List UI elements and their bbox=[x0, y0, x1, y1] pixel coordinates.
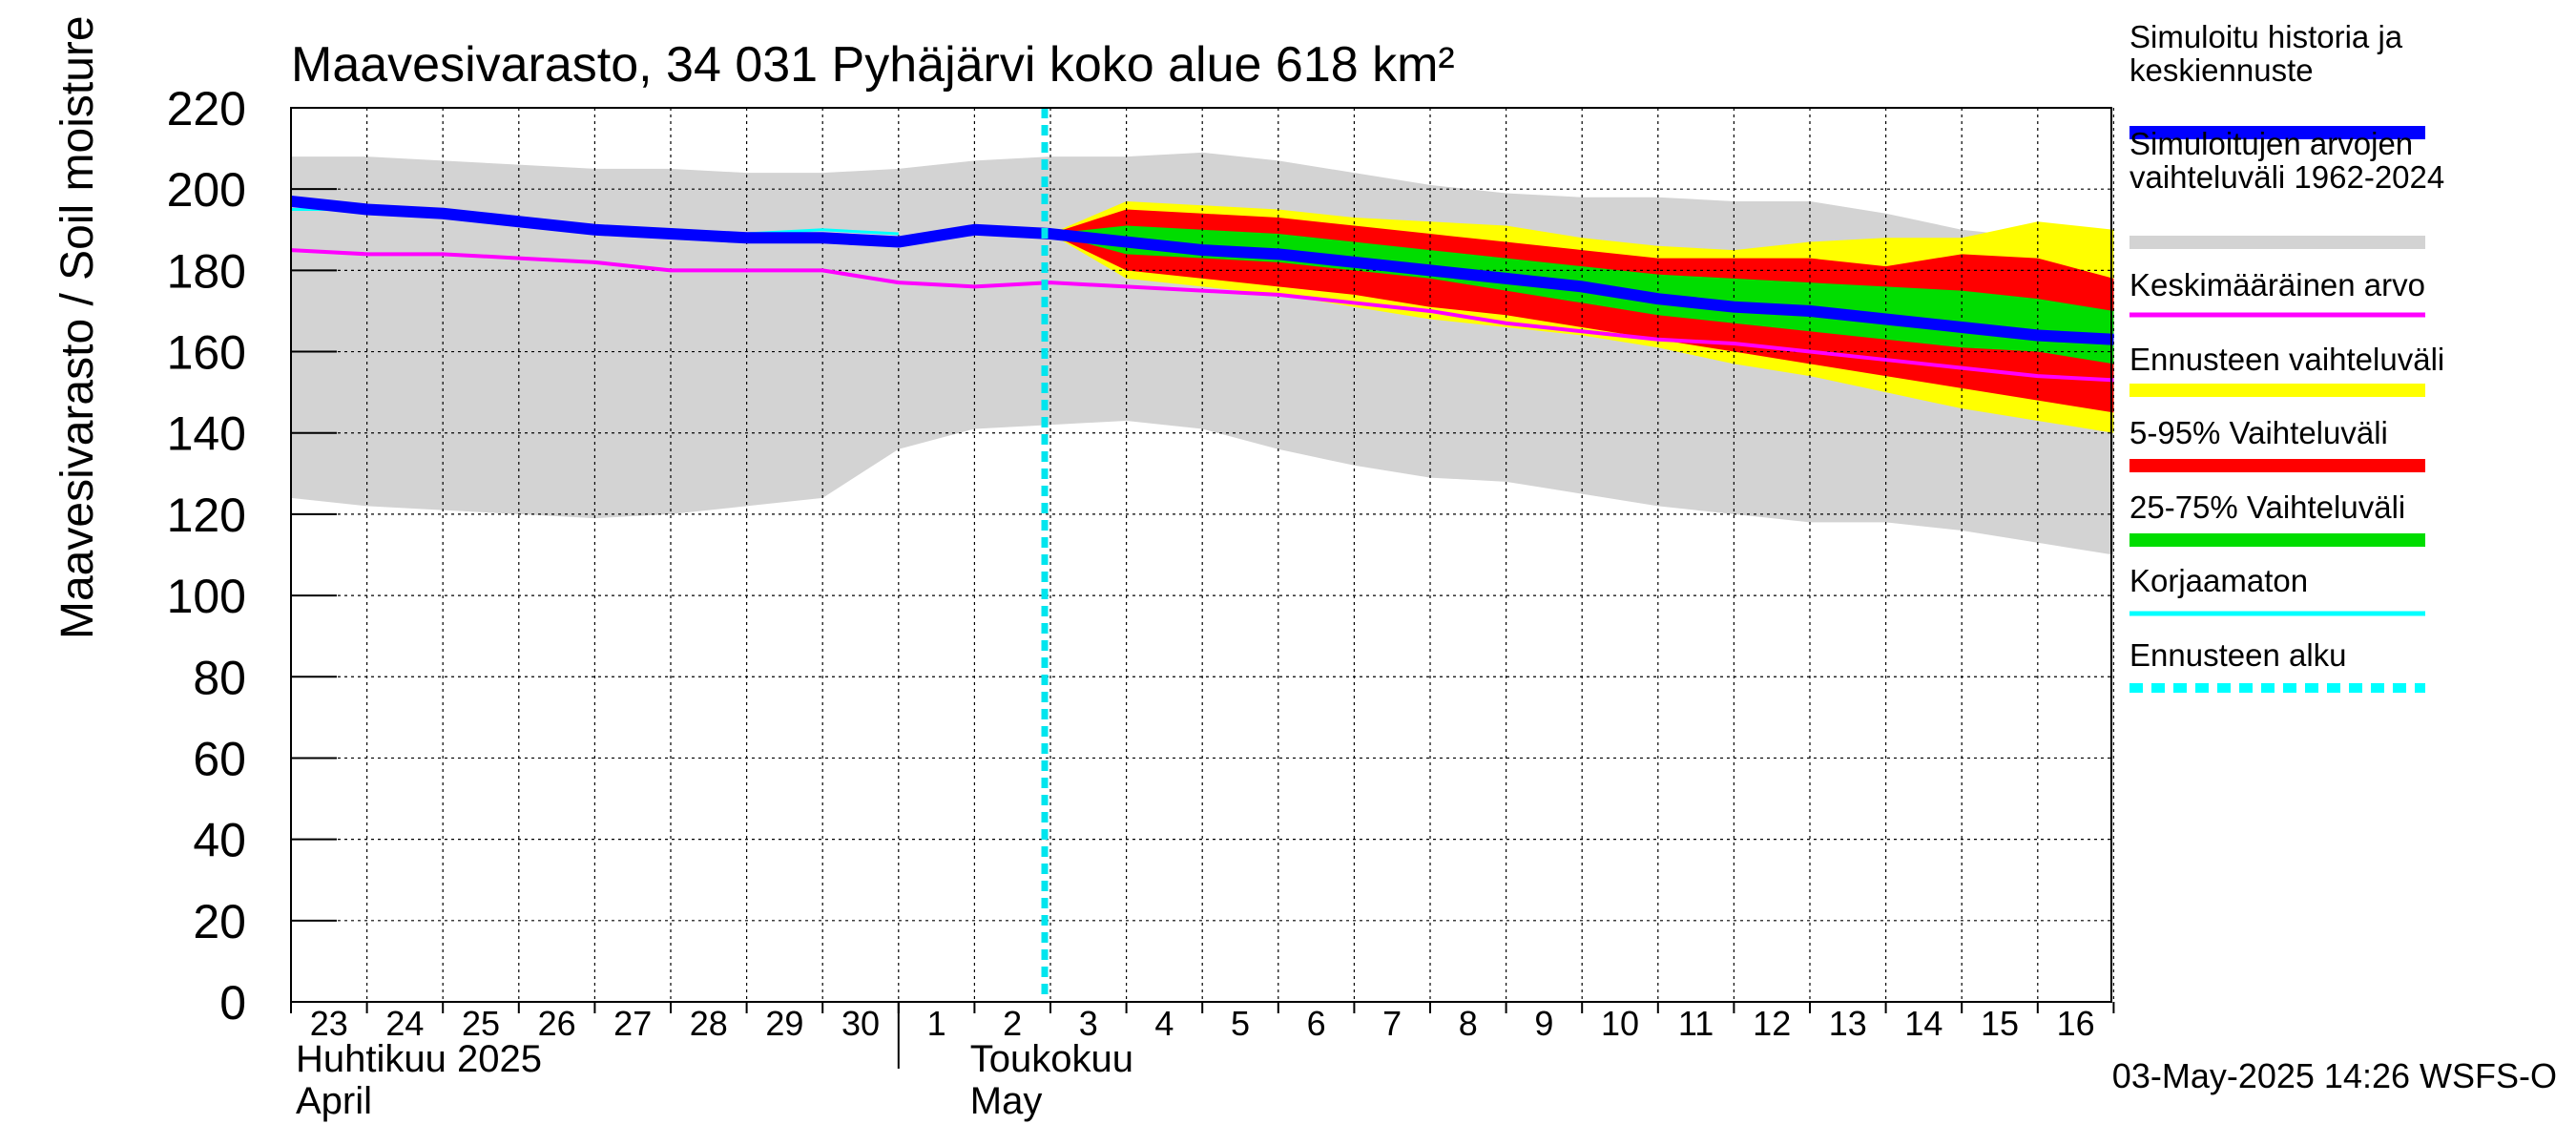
month-label-fi: Toukokuu bbox=[970, 1038, 1133, 1080]
legend-label: vaihteluväli 1962-2024 bbox=[2129, 159, 2444, 195]
y-tick-label: 0 bbox=[219, 976, 246, 1030]
y-tick-label: 100 bbox=[167, 570, 246, 623]
x-tick-label: 4 bbox=[1154, 1004, 1174, 1043]
y-tick-label: 180 bbox=[167, 244, 246, 298]
y-tick-label: 20 bbox=[193, 895, 246, 948]
legend-label: Keskimääräinen arvo bbox=[2129, 267, 2425, 302]
legend-label: Simuloitujen arvojen bbox=[2129, 126, 2413, 161]
x-tick-label: 13 bbox=[1829, 1004, 1867, 1043]
legend: Simuloitu historia jakeskiennusteSimuloi… bbox=[2129, 19, 2444, 693]
legend-label: keskiennuste bbox=[2129, 52, 2314, 88]
month-label-en: May bbox=[970, 1080, 1043, 1122]
x-tick-label: 16 bbox=[2057, 1004, 2095, 1043]
series-line-6 bbox=[290, 195, 2114, 345]
legend-label: Korjaamaton bbox=[2129, 563, 2308, 598]
legend-label: Simuloitu historia ja bbox=[2129, 19, 2403, 54]
x-tick-label: 1 bbox=[927, 1004, 946, 1043]
x-tick-label: 26 bbox=[538, 1004, 576, 1043]
legend-item: Ennusteen alku bbox=[2129, 637, 2425, 693]
series-line-4 bbox=[290, 248, 2114, 383]
legend-item: 5-95% Vaihteluväli bbox=[2129, 415, 2425, 472]
month-label-en: April bbox=[296, 1080, 372, 1122]
y-tick-label: 80 bbox=[193, 651, 246, 704]
x-tick-label: 9 bbox=[1534, 1004, 1553, 1043]
y-tick-label: 120 bbox=[167, 489, 246, 542]
legend-label: Ennusteen vaihteluväli bbox=[2129, 342, 2444, 377]
x-tick-label: 14 bbox=[1904, 1004, 1942, 1043]
legend-item: Keskimääräinen arvo bbox=[2129, 267, 2425, 318]
month-label-fi: Huhtikuu 2025 bbox=[296, 1038, 542, 1080]
x-tick-label: 28 bbox=[690, 1004, 728, 1043]
legend-item: Ennusteen vaihteluväli bbox=[2129, 342, 2444, 397]
legend-label: Ennusteen alku bbox=[2129, 637, 2347, 673]
y-tick-label: 140 bbox=[167, 407, 246, 461]
legend-item: Korjaamaton bbox=[2129, 563, 2425, 616]
x-tick-label: 27 bbox=[613, 1004, 652, 1043]
x-tick-label: 2 bbox=[1003, 1004, 1022, 1043]
y-axis-label: Maavesivarasto / Soil moisture mm bbox=[52, 0, 103, 639]
x-tick-label: 11 bbox=[1678, 1004, 1714, 1043]
x-tick-label: 6 bbox=[1307, 1004, 1326, 1043]
y-tick-label: 60 bbox=[193, 732, 246, 785]
x-tick-label: 29 bbox=[765, 1004, 803, 1043]
x-tick-label: 7 bbox=[1382, 1004, 1402, 1043]
y-tick-label: 220 bbox=[167, 82, 246, 135]
x-tick-label: 10 bbox=[1601, 1004, 1639, 1043]
x-tick-label: 5 bbox=[1231, 1004, 1250, 1043]
plot-frame bbox=[290, 107, 2112, 1003]
x-tick-label: 12 bbox=[1753, 1004, 1791, 1043]
y-tick-label: 40 bbox=[193, 814, 246, 867]
footer-timestamp: 03-May-2025 14:26 WSFS-O bbox=[2112, 1056, 2557, 1095]
y-tick-label: 200 bbox=[167, 163, 246, 217]
legend-label: 5-95% Vaihteluväli bbox=[2129, 415, 2388, 450]
chart-title: Maavesivarasto, 34 031 Pyhäjärvi koko al… bbox=[291, 37, 1455, 93]
legend-item: 25-75% Vaihteluväli bbox=[2129, 489, 2425, 547]
x-tick-label: 24 bbox=[385, 1004, 424, 1043]
y-tick-label: 160 bbox=[167, 326, 246, 380]
x-tick-label: 25 bbox=[462, 1004, 500, 1043]
x-tick-label: 23 bbox=[310, 1004, 348, 1043]
x-tick-label: 3 bbox=[1079, 1004, 1098, 1043]
legend-label: 25-75% Vaihteluväli bbox=[2129, 489, 2405, 525]
x-tick-label: 30 bbox=[841, 1004, 880, 1043]
x-tick-label: 8 bbox=[1459, 1004, 1478, 1043]
x-tick-label: 15 bbox=[1981, 1004, 2019, 1043]
